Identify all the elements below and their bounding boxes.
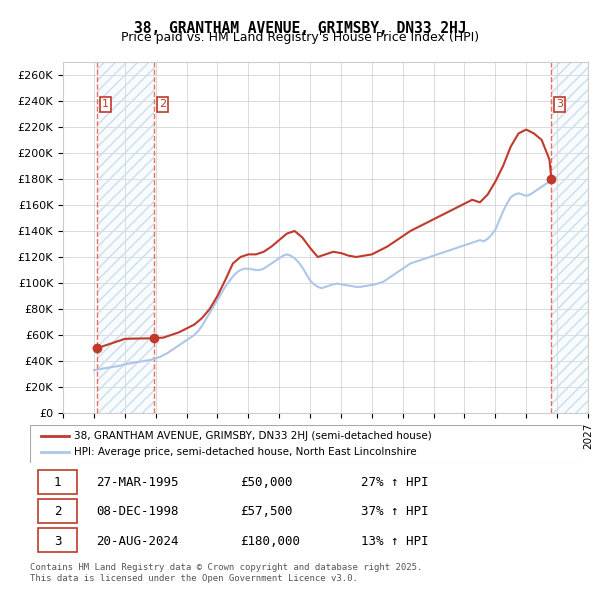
Bar — [551, 62, 588, 413]
Text: 1: 1 — [54, 476, 61, 489]
Text: Contains HM Land Registry data © Crown copyright and database right 2025.
This d: Contains HM Land Registry data © Crown c… — [30, 563, 422, 583]
Text: 37% ↑ HPI: 37% ↑ HPI — [361, 505, 428, 519]
Bar — [97, 62, 154, 413]
Text: 38, GRANTHAM AVENUE, GRIMSBY, DN33 2HJ: 38, GRANTHAM AVENUE, GRIMSBY, DN33 2HJ — [134, 21, 466, 35]
Text: Price paid vs. HM Land Registry's House Price Index (HPI): Price paid vs. HM Land Registry's House … — [121, 31, 479, 44]
Text: 13% ↑ HPI: 13% ↑ HPI — [361, 535, 428, 548]
Text: 1: 1 — [102, 100, 109, 110]
Text: 27-MAR-1995: 27-MAR-1995 — [96, 476, 179, 489]
Text: 27% ↑ HPI: 27% ↑ HPI — [361, 476, 428, 489]
Text: 2: 2 — [159, 100, 166, 110]
Bar — [551, 62, 588, 413]
FancyBboxPatch shape — [38, 528, 77, 552]
Text: 38, GRANTHAM AVENUE, GRIMSBY, DN33 2HJ (semi-detached house): 38, GRANTHAM AVENUE, GRIMSBY, DN33 2HJ (… — [74, 431, 432, 441]
Text: £180,000: £180,000 — [240, 535, 300, 548]
Text: 3: 3 — [556, 100, 563, 110]
Text: £50,000: £50,000 — [240, 476, 292, 489]
FancyBboxPatch shape — [38, 499, 77, 523]
Text: £57,500: £57,500 — [240, 505, 292, 519]
FancyBboxPatch shape — [38, 470, 77, 493]
Text: 08-DEC-1998: 08-DEC-1998 — [96, 505, 179, 519]
Text: 20-AUG-2024: 20-AUG-2024 — [96, 535, 179, 548]
Bar — [97, 62, 154, 413]
Text: HPI: Average price, semi-detached house, North East Lincolnshire: HPI: Average price, semi-detached house,… — [74, 447, 417, 457]
Text: 3: 3 — [54, 535, 61, 548]
Text: 2: 2 — [54, 505, 61, 519]
FancyBboxPatch shape — [30, 425, 582, 463]
